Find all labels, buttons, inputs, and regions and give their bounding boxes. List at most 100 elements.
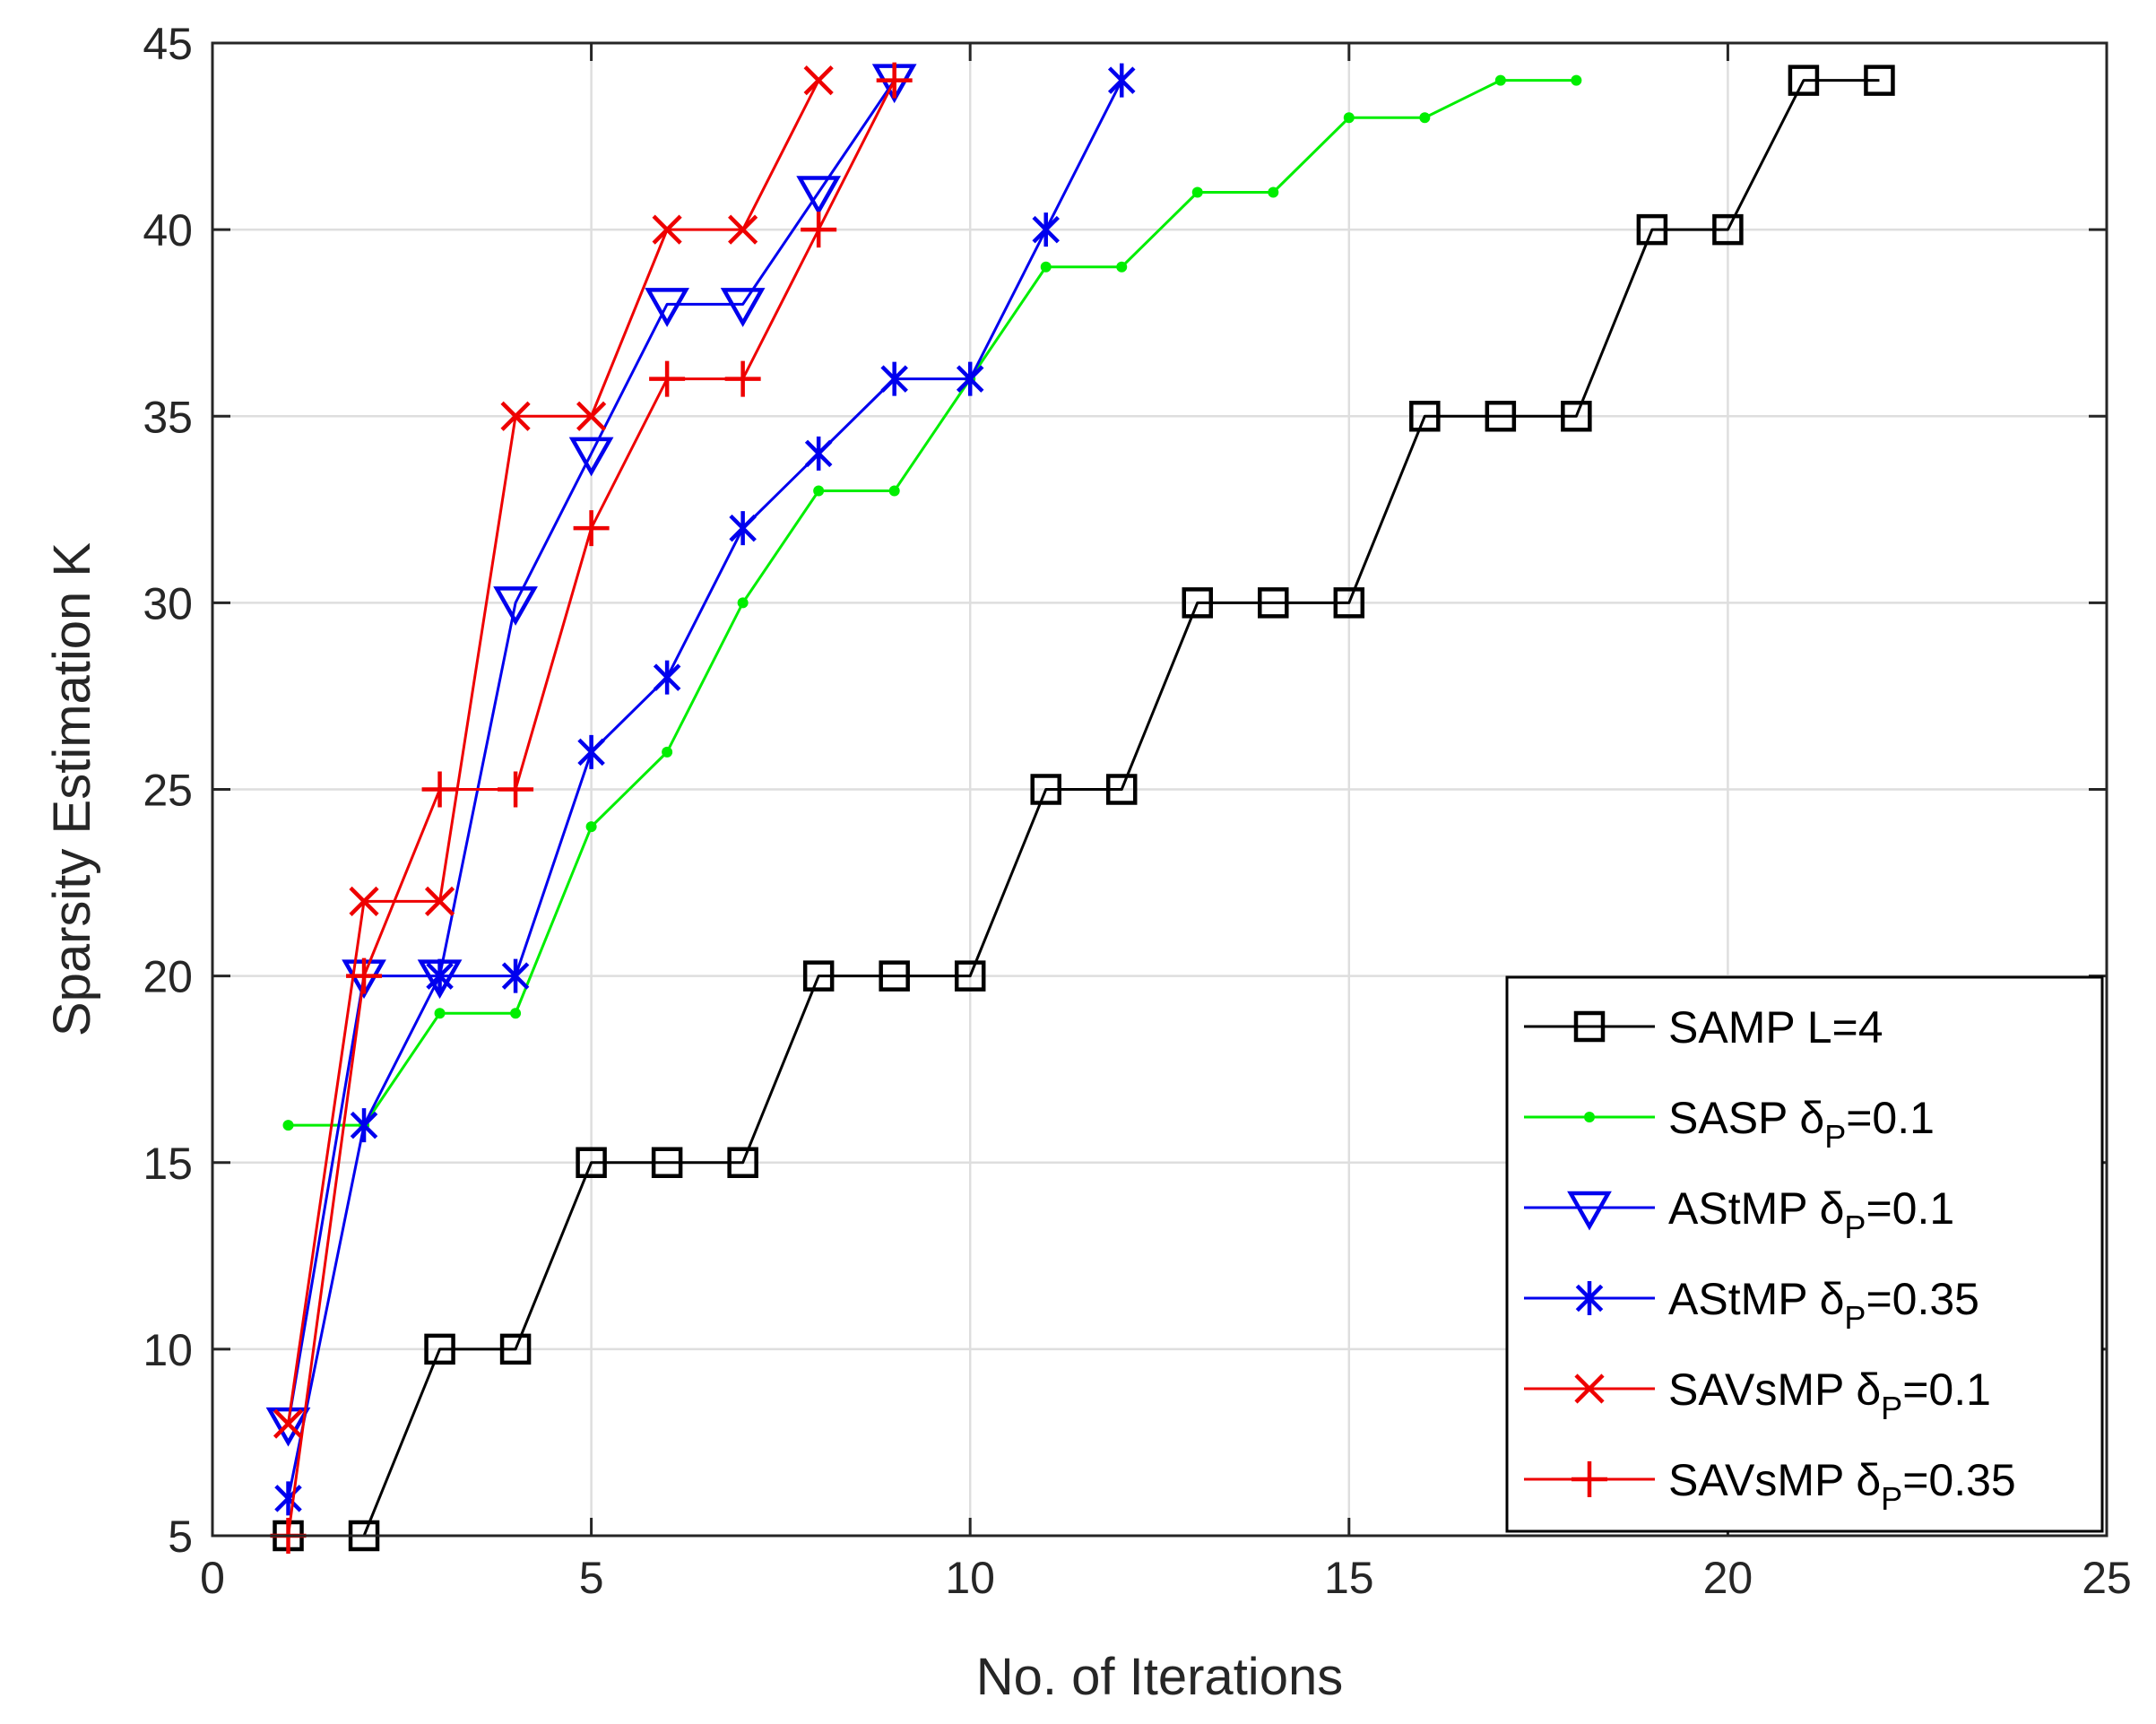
- data-point: [1105, 774, 1138, 805]
- y-axis-title: Sparsity Estimation K: [43, 542, 101, 1037]
- x-axis-title: No. of Iterations: [976, 1648, 1343, 1706]
- data-point: [1571, 74, 1582, 86]
- data-point: [724, 360, 761, 397]
- data-point: [1182, 587, 1214, 619]
- legend-item: SAVsMP δP=0.35: [1524, 1455, 2016, 1517]
- x-tick-label: 0: [200, 1553, 225, 1603]
- data-point: [424, 1333, 455, 1365]
- y-tick-label: 15: [143, 1139, 193, 1189]
- data-point: [500, 401, 531, 431]
- legend-label: AStMP δP=0.1: [1668, 1183, 1954, 1245]
- data-point: [1191, 186, 1203, 198]
- series-1: [282, 74, 1582, 1131]
- legend-label: SAMP L=4: [1668, 1002, 1883, 1053]
- data-point: [1258, 587, 1289, 619]
- legend-marker: [1575, 1281, 1604, 1315]
- data-point: [501, 958, 530, 993]
- data-point: [1561, 401, 1592, 432]
- data-point: [653, 660, 681, 695]
- data-point: [426, 958, 454, 993]
- x-tick-label: 5: [579, 1553, 604, 1603]
- data-point: [585, 821, 597, 833]
- data-point: [804, 436, 833, 471]
- legend-label: SAVsMP δP=0.1: [1668, 1364, 1991, 1426]
- data-point: [1419, 112, 1431, 124]
- series-0: [273, 65, 1895, 1552]
- series-line: [287, 79, 1123, 1499]
- x-tick-label: 10: [945, 1553, 995, 1603]
- series-2: [265, 64, 917, 1447]
- legend-label: SASP δP=0.1: [1668, 1093, 1935, 1155]
- y-tick-label: 20: [143, 952, 193, 1002]
- data-point: [956, 361, 984, 396]
- legend-item: AStMP δP=0.1: [1524, 1183, 1954, 1245]
- x-tick-label: 25: [2082, 1553, 2132, 1603]
- data-point: [493, 586, 538, 626]
- data-point: [662, 746, 673, 758]
- data-point: [1636, 213, 1668, 246]
- data-point: [1116, 261, 1128, 273]
- data-point: [1485, 401, 1517, 432]
- data-point: [729, 511, 757, 546]
- data-point: [1409, 401, 1441, 432]
- data-point: [801, 212, 837, 248]
- data-point: [1107, 63, 1136, 98]
- data-point: [498, 771, 534, 808]
- data-point: [803, 65, 834, 96]
- data-point: [876, 62, 913, 99]
- data-point: [434, 1008, 446, 1019]
- y-tick-label: 25: [143, 766, 193, 816]
- data-point: [880, 361, 908, 396]
- data-point: [1333, 587, 1365, 619]
- data-point: [510, 1008, 522, 1019]
- y-tick-label: 35: [143, 392, 193, 442]
- data-point: [645, 288, 689, 327]
- data-point: [421, 771, 458, 808]
- data-point: [1343, 112, 1355, 124]
- x-tick-label: 20: [1703, 1553, 1753, 1603]
- legend-label: SAVsMP δP=0.35: [1668, 1455, 2016, 1517]
- data-point: [954, 960, 986, 992]
- data-point: [1032, 212, 1060, 247]
- data-point: [350, 1108, 378, 1143]
- legend-item: AStMP δP=0.35: [1524, 1274, 1979, 1336]
- y-tick-label: 5: [168, 1512, 193, 1562]
- data-point: [1788, 65, 1820, 96]
- series-layer: [265, 62, 1895, 1554]
- data-point: [274, 1481, 302, 1516]
- series-4: [273, 65, 834, 1439]
- data-point: [499, 1333, 532, 1365]
- legend-item: SASP δP=0.1: [1524, 1093, 1935, 1155]
- legend-item: SAMP L=4: [1524, 1002, 1883, 1053]
- data-point: [576, 1147, 607, 1178]
- data-point: [349, 886, 379, 916]
- data-point: [424, 886, 455, 916]
- series-line: [288, 79, 1880, 1538]
- data-point: [802, 960, 835, 992]
- legend-label: AStMP δP=0.35: [1668, 1274, 1979, 1336]
- data-point: [573, 510, 610, 547]
- data-point: [652, 214, 682, 245]
- data-point: [568, 437, 614, 477]
- data-point: [1030, 774, 1061, 805]
- data-point: [346, 957, 383, 994]
- data-point: [576, 401, 607, 431]
- series-line: [288, 79, 1577, 1127]
- data-point: [273, 1408, 304, 1439]
- y-tick-label: 40: [143, 205, 193, 256]
- legend: SAMP L=4 SASP δP=0.1 AStMP δP=0.1 AStMP δP=…: [1505, 975, 2104, 1533]
- legend-marker: [1567, 1191, 1612, 1231]
- data-point: [1268, 186, 1279, 198]
- data-point: [265, 1407, 311, 1447]
- data-point: [649, 360, 686, 397]
- legend-marker: [1573, 1010, 1606, 1043]
- data-point: [1864, 65, 1895, 96]
- data-point: [888, 485, 900, 497]
- legend-marker: [1572, 1461, 1607, 1497]
- data-point: [813, 485, 825, 497]
- data-point: [1040, 261, 1052, 273]
- series-line: [287, 79, 896, 1425]
- data-point: [796, 176, 842, 216]
